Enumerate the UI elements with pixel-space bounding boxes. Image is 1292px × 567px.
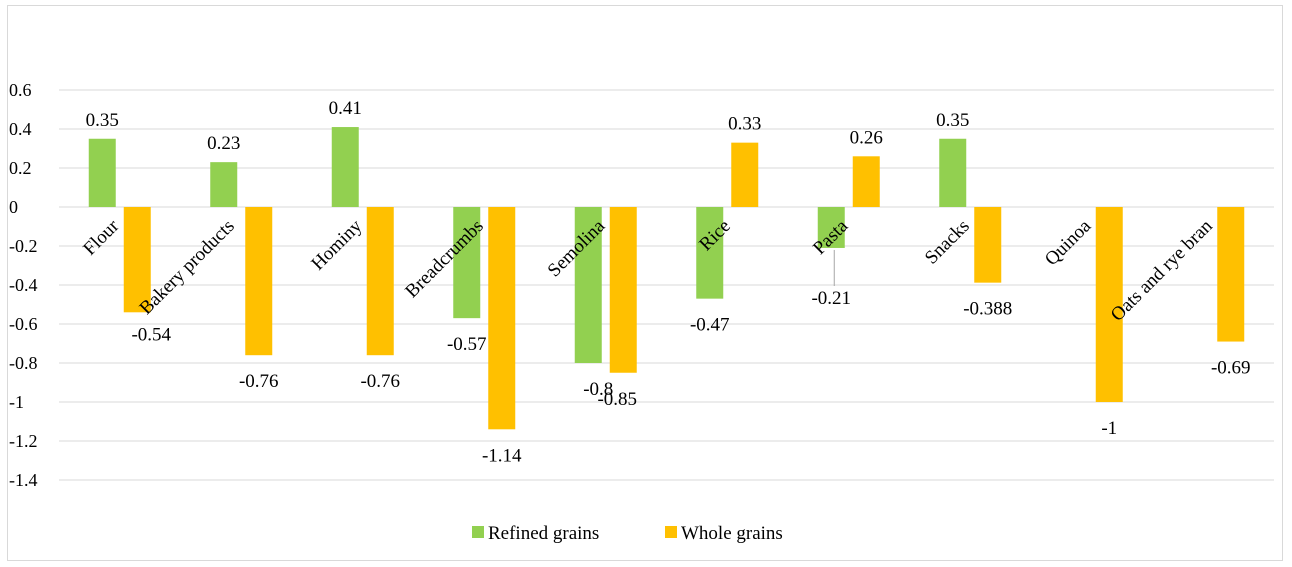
legend-swatch-whole bbox=[665, 526, 677, 538]
data-label-whole: -0.85 bbox=[597, 389, 637, 410]
category-label: Hominy bbox=[307, 215, 366, 274]
y-tick-label: -1 bbox=[9, 392, 24, 412]
bar-whole-grains bbox=[609, 207, 637, 373]
bar-refined-grains bbox=[88, 138, 116, 207]
data-label-refined: -0.8 bbox=[583, 379, 613, 400]
data-label-whole: 0.33 bbox=[728, 114, 761, 135]
y-tick-label: -0.2 bbox=[9, 236, 38, 256]
bar-chart: 0.6 0.4 0.2 0 -0.2 -0.4 -0.6 -0.8 -1 -1.2 -1.4 Flo… bbox=[9, 80, 1274, 544]
bar-whole-grains bbox=[1095, 207, 1123, 402]
data-label-refined: 0.23 bbox=[207, 133, 240, 154]
y-tick-label: -0.6 bbox=[9, 314, 38, 334]
category-label: Flour bbox=[79, 215, 123, 259]
y-tick-label: 0.6 bbox=[9, 80, 32, 100]
bar-whole-grains bbox=[123, 207, 151, 313]
y-tick-label: -1.4 bbox=[9, 470, 38, 490]
category-label: Pasta bbox=[809, 215, 853, 259]
bar-refined-grains bbox=[696, 207, 724, 299]
legend-label-whole: Whole grains bbox=[681, 523, 783, 544]
y-tick-label: -0.4 bbox=[9, 275, 38, 295]
category-label: Oats and rye bran bbox=[1107, 215, 1217, 325]
bar-whole-grains bbox=[731, 142, 759, 207]
data-label-refined: 0.35 bbox=[936, 110, 969, 131]
gridlines bbox=[59, 89, 1274, 481]
data-label-whole: -0.76 bbox=[360, 371, 400, 392]
data-labels: 0.35 0.23 0.41 -0.57 -0.8 -0.47 -0.21 0.35 -0.54… bbox=[86, 98, 1251, 466]
y-tick-label: -0.8 bbox=[9, 353, 38, 373]
legend-swatch-refined bbox=[472, 526, 484, 538]
data-label-whole: 0.26 bbox=[850, 127, 883, 148]
chart-area: 0.6 0.4 0.2 0 -0.2 -0.4 -0.6 -0.8 -1 -1.2 -1.4 Flo… bbox=[7, 5, 1283, 561]
y-tick-label: -1.2 bbox=[9, 431, 38, 451]
bar-refined-grains bbox=[453, 207, 481, 319]
data-label-refined: 0.35 bbox=[86, 110, 119, 131]
data-label-refined: -0.47 bbox=[690, 315, 730, 336]
bar-whole-grains bbox=[245, 207, 273, 356]
y-tick-label: 0.4 bbox=[9, 119, 32, 139]
legend: Refined grains Whole grains bbox=[472, 523, 783, 544]
bar-refined-grains bbox=[331, 127, 359, 207]
data-label-whole: -1.14 bbox=[482, 445, 522, 466]
bar-whole-grains bbox=[488, 207, 516, 430]
data-label-whole: -1 bbox=[1101, 418, 1117, 439]
data-label-whole: -0.54 bbox=[131, 324, 171, 345]
data-label-refined: -0.57 bbox=[447, 334, 487, 355]
data-label-whole: -0.69 bbox=[1211, 358, 1251, 379]
category-label: Snacks bbox=[921, 216, 974, 269]
bars bbox=[88, 127, 1245, 430]
y-tick-label: 0 bbox=[9, 197, 18, 217]
bar-refined-grains bbox=[817, 207, 845, 248]
data-label-whole: -0.388 bbox=[963, 299, 1012, 320]
category-label: Bakery products bbox=[136, 216, 239, 319]
y-tick-label: 0.2 bbox=[9, 158, 32, 178]
y-axis-ticks: 0.6 0.4 0.2 0 -0.2 -0.4 -0.6 -0.8 -1 -1.2 -1.4 bbox=[9, 80, 38, 490]
bar-refined-grains bbox=[939, 138, 967, 207]
bar-whole-grains bbox=[974, 207, 1002, 283]
data-label-whole: -0.76 bbox=[239, 371, 279, 392]
legend-label-refined: Refined grains bbox=[488, 523, 599, 544]
bar-refined-grains bbox=[210, 162, 238, 207]
bar-refined-grains bbox=[574, 207, 602, 363]
bar-whole-grains bbox=[366, 207, 394, 356]
bar-whole-grains bbox=[852, 156, 880, 207]
category-label: Quinoa bbox=[1041, 215, 1096, 270]
bar-whole-grains bbox=[1217, 207, 1245, 342]
data-label-refined: 0.41 bbox=[329, 98, 362, 119]
data-label-refined: -0.21 bbox=[811, 288, 851, 309]
